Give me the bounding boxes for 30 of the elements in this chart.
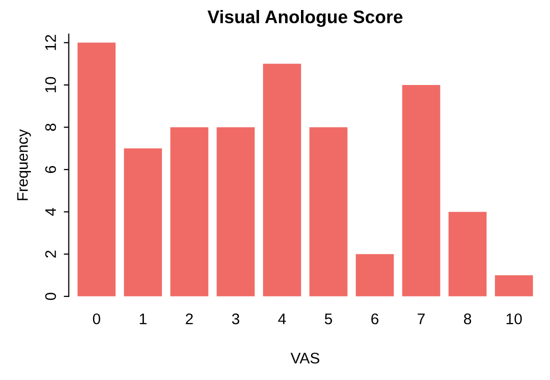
bar [170,127,208,296]
y-tick-label: 0 [45,292,56,300]
bar [309,127,348,296]
y-tick-label: 10 [45,77,56,92]
y-tick-label: 12 [45,34,56,50]
bar [448,212,487,296]
y-axis-title: Frequency [17,129,31,200]
bar [216,127,255,296]
x-tick-label: 1 [140,314,146,324]
x-tick-label: 4 [278,314,286,324]
x-tick-label: 3 [232,313,240,324]
y-tick-label: 6 [45,166,56,173]
chart-title: Visual Anologue Score [208,10,402,27]
x-axis-title: VAS [290,352,320,364]
x-tick-label: 6 [371,313,378,324]
bar [402,84,440,296]
x-tick-label: 7 [418,314,425,324]
bar [356,254,394,296]
bar [494,275,533,296]
x-tick-label: 2 [186,313,193,324]
bar [263,64,302,296]
x-tick-label: 5 [324,314,332,324]
x-tick-label: 0 [92,313,100,324]
x-tick-label: 8 [464,313,472,324]
y-tick-label: 4 [45,208,56,216]
y-tick-label: 2 [45,250,56,258]
x-tick-label: 10 [506,313,522,324]
bar [78,42,116,296]
y-tick-label: 8 [45,124,56,131]
bar [124,148,162,296]
